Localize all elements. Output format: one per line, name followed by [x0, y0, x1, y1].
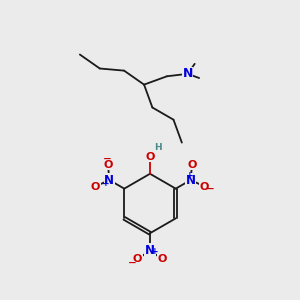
Text: +: +: [185, 171, 193, 180]
Text: O: O: [103, 160, 113, 170]
Text: O: O: [200, 182, 209, 192]
Text: O: O: [133, 254, 142, 264]
Text: N: N: [186, 173, 196, 187]
Text: −: −: [103, 153, 112, 164]
Text: N: N: [182, 67, 193, 80]
Text: −: −: [206, 184, 215, 194]
Text: O: O: [145, 152, 155, 162]
Text: O: O: [187, 160, 197, 170]
Text: O: O: [158, 254, 167, 264]
Text: −: −: [128, 258, 136, 268]
Text: N: N: [145, 244, 155, 257]
Text: N: N: [104, 173, 114, 187]
Text: +: +: [151, 247, 159, 256]
Text: H: H: [154, 143, 162, 152]
Text: O: O: [91, 182, 100, 192]
Text: +: +: [102, 179, 110, 188]
